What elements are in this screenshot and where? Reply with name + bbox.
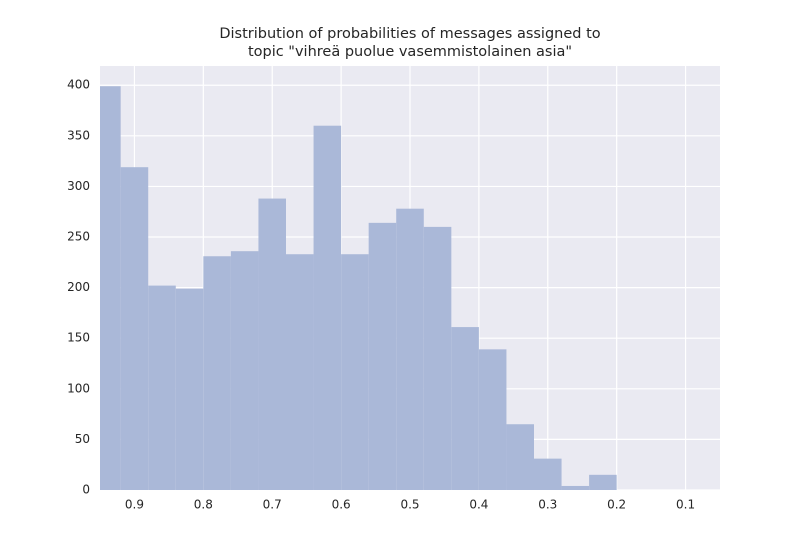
bar: [451, 327, 479, 490]
chart-title: Distribution of probabilities of message…: [219, 26, 600, 42]
y-tick-label: 400: [67, 78, 90, 92]
x-tick-label: 0.3: [538, 498, 557, 512]
x-tick-label: 0.4: [469, 498, 488, 512]
bar: [230, 251, 259, 490]
tick-labels: 0 50 100 150 200 250 300 350 400 0.9 0.8 0.7 0.6 0.5 0…: [67, 78, 695, 512]
x-tick-label: 0.5: [400, 498, 419, 512]
bar: [478, 349, 507, 490]
bar: [120, 167, 149, 490]
bar: [341, 254, 369, 490]
bar: [589, 474, 617, 490]
x-tick-label: 0.2: [607, 498, 626, 512]
bar: [175, 288, 204, 490]
x-tick-label: 0.9: [125, 498, 144, 512]
y-tick-label: 200: [67, 280, 90, 294]
x-tick-label: 0.8: [194, 498, 213, 512]
bar: [396, 208, 424, 490]
y-tick-label: 150: [67, 331, 90, 345]
bar: [368, 222, 397, 490]
chart-title: topic "vihreä puolue vasemmistolainen as…: [248, 44, 572, 60]
bar: [423, 226, 452, 490]
y-tick-label: 100: [67, 381, 90, 395]
bars: [100, 86, 617, 490]
bar: [203, 256, 231, 490]
bar: [100, 86, 121, 490]
bar: [313, 125, 342, 490]
y-tick-label: 250: [67, 230, 90, 244]
y-tick-label: 0: [82, 483, 90, 497]
y-tick-label: 300: [67, 179, 90, 193]
y-tick-label: 50: [75, 432, 90, 446]
y-tick-label: 350: [67, 128, 90, 142]
bar: [286, 254, 314, 490]
bar: [506, 424, 534, 490]
x-tick-label: 0.1: [676, 498, 695, 512]
bar: [534, 458, 562, 490]
bar: [258, 198, 286, 490]
x-tick-label: 0.7: [263, 498, 282, 512]
x-tick-label: 0.6: [332, 498, 351, 512]
bar: [148, 285, 176, 490]
bar: [561, 485, 590, 490]
